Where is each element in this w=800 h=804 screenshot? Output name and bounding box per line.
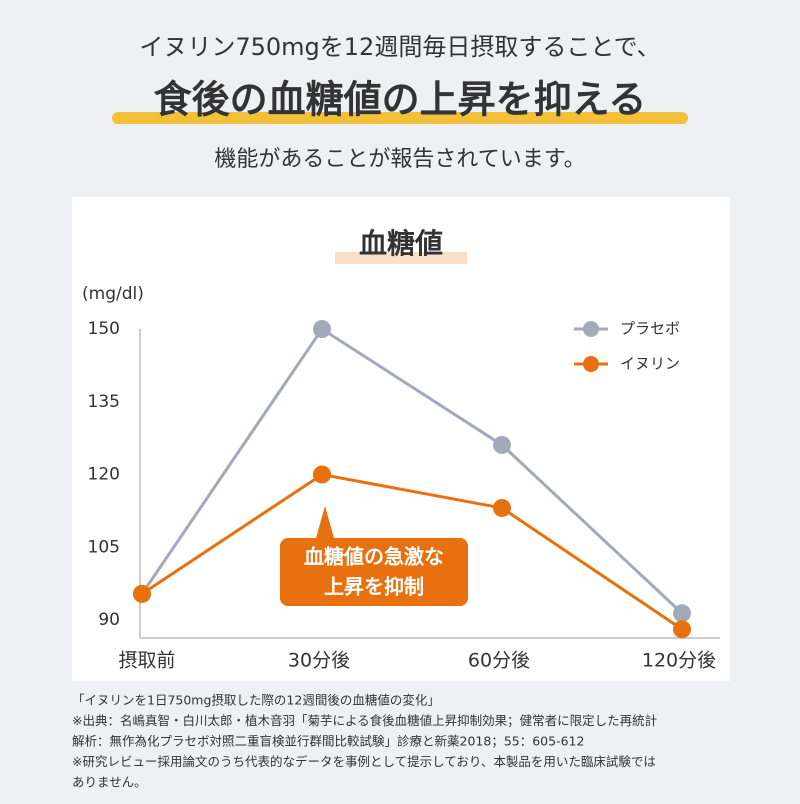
- legend-label: プラセボ: [620, 320, 680, 338]
- y-tick-label: 105: [88, 537, 120, 557]
- y-tick-label: 120: [88, 465, 120, 485]
- callout-text: 血糖値の急激な: [304, 545, 444, 569]
- x-tick-label: 120分後: [642, 650, 716, 672]
- y-unit: (mg/dl): [82, 284, 144, 304]
- title-highlight: [335, 252, 467, 264]
- data-point: [133, 584, 151, 603]
- data-point: [313, 465, 331, 484]
- chart-panel: [72, 197, 730, 681]
- chart-title: 血糖値: [359, 227, 443, 260]
- series-line: [141, 472, 683, 631]
- y-tick-label: 135: [88, 392, 120, 412]
- legend-label: イヌリン: [620, 355, 680, 373]
- headline: 食後の血糖値の上昇を抑える: [154, 78, 647, 122]
- data-point: [493, 435, 511, 454]
- legend-marker: [583, 356, 599, 372]
- callout: [280, 506, 468, 606]
- data-point: [673, 604, 691, 623]
- highlight: [112, 112, 688, 124]
- footnote: ありません。: [72, 775, 147, 790]
- x-tick-label: 60分後: [468, 650, 530, 672]
- footnote: ※出典：名嶋真智・白川太郎・植木音羽「菊芋による食後血糖値上昇抑制効果；健常者に…: [72, 713, 657, 728]
- x-tick-label: 30分後: [288, 650, 350, 672]
- data-point: [313, 320, 331, 338]
- y-tick-label: 90: [98, 610, 120, 630]
- series-line: [140, 326, 684, 615]
- data-point: [493, 498, 511, 517]
- legend-marker: [583, 321, 599, 337]
- callout-text: 上昇を抑制: [324, 575, 424, 599]
- x-tick-label: 摂取前: [118, 650, 175, 672]
- sub-text: 機能があることが報告されています。: [214, 147, 585, 172]
- footnote: ※研究レビュー採用論文のうち代表的なデータを事例として提示しており、本製品を用い…: [72, 754, 656, 769]
- footnote: 「イヌリンを1日750mg摂取した際の12週間後の血糖値の変化」: [72, 693, 440, 708]
- lead-text: イヌリン750mgを12週間毎日摂取することで、: [139, 33, 660, 61]
- y-tick-label: 150: [88, 319, 120, 339]
- data-point: [673, 620, 691, 639]
- footnote: 解析：無作為化プラセボ対照二重盲検並行群間比較試験」診療と新薬2018；55：6…: [72, 734, 584, 749]
